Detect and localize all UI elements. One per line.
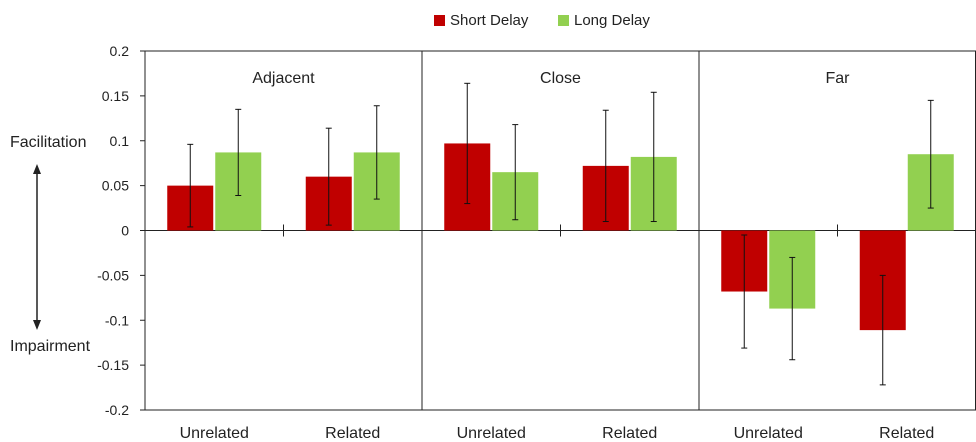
category-label: Unrelated <box>180 425 249 442</box>
legend: Short Delay Long Delay <box>434 12 650 29</box>
panel-2: Far Unrelated Related <box>721 70 954 442</box>
y-tick-label: -0.2 <box>105 402 129 418</box>
category-label: Related <box>325 425 380 442</box>
y-tick-label: -0.15 <box>97 357 129 373</box>
y-tick-label: 0.05 <box>102 178 129 194</box>
y-tick-label: 0.15 <box>102 88 129 104</box>
panel-title: Close <box>540 70 581 87</box>
panel-title: Adjacent <box>252 70 315 87</box>
category-label: Related <box>879 425 934 442</box>
impairment-label: Impairment <box>10 338 91 355</box>
arrow-down-icon <box>33 320 41 330</box>
category-label: Unrelated <box>734 425 803 442</box>
y-tick-label: -0.05 <box>97 267 129 283</box>
legend-label-0: Short Delay <box>450 12 529 29</box>
legend-swatch-0 <box>434 15 445 26</box>
y-tick-label: 0.2 <box>110 43 130 59</box>
y-tick-label: -0.1 <box>105 312 129 328</box>
panel-1: Close Unrelated Related <box>444 70 677 442</box>
facilitation-label: Facilitation <box>10 134 86 151</box>
panel-0: Adjacent Unrelated Related <box>167 70 400 442</box>
y-tick-label: 0 <box>121 223 129 239</box>
legend-swatch-1 <box>558 15 569 26</box>
category-label: Unrelated <box>457 425 526 442</box>
y-tick-label: 0.1 <box>110 133 130 149</box>
legend-label-1: Long Delay <box>574 12 650 29</box>
panel-title: Far <box>826 70 851 87</box>
arrow-up-icon <box>33 164 41 174</box>
category-label: Related <box>602 425 657 442</box>
